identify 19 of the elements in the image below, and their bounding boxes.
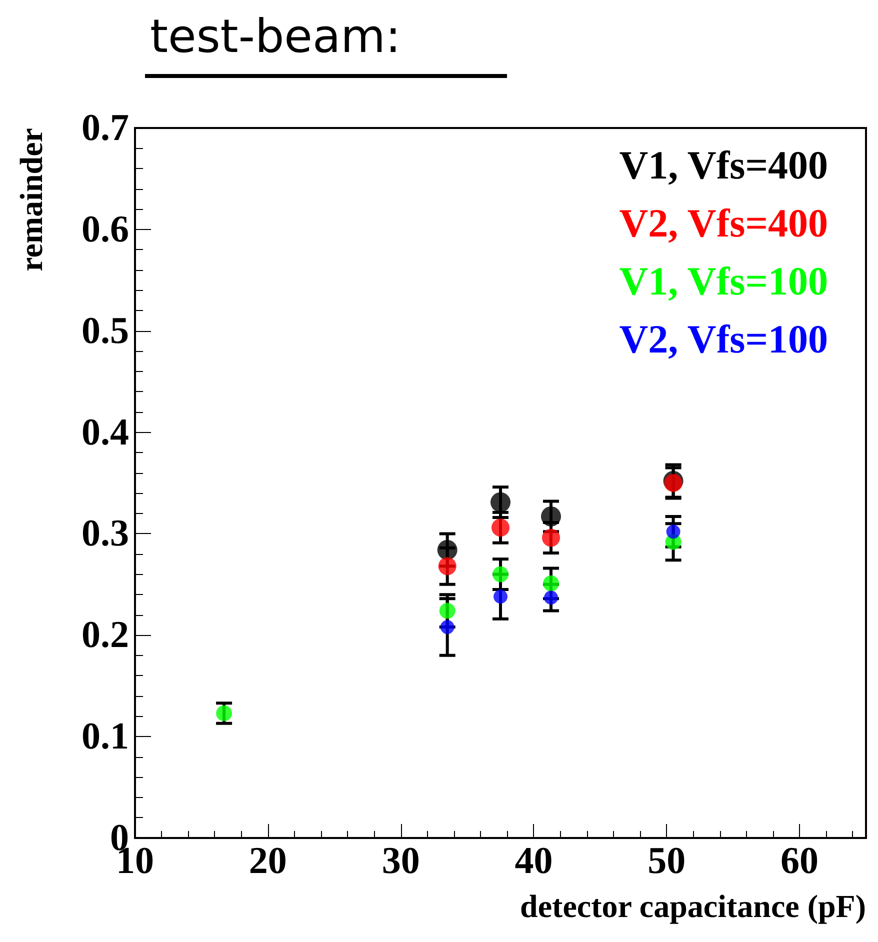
x-tick-label: 60 bbox=[780, 840, 819, 882]
x-axis-title: detector capacitance (pF) bbox=[520, 888, 866, 924]
y-tick-label: 0.5 bbox=[82, 310, 129, 352]
x-tick-label: 30 bbox=[382, 840, 420, 882]
y-tick-label: 0.1 bbox=[82, 716, 129, 758]
y-tick-label: 0.3 bbox=[82, 512, 129, 555]
y-axis-title: remainder bbox=[13, 128, 49, 272]
y-tick-label: 0.7 bbox=[82, 107, 129, 149]
y-tick-label: 0.2 bbox=[82, 614, 129, 656]
chart-title: test-beam: bbox=[150, 9, 401, 63]
y-tick-label: 0.6 bbox=[82, 208, 129, 250]
text: V2, Vfs=100 bbox=[619, 316, 828, 362]
text: V1, Vfs=400 bbox=[619, 142, 828, 188]
y-tick-label: 0.4 bbox=[82, 411, 129, 454]
x-tick-label: 20 bbox=[248, 840, 287, 882]
text: V2, Vfs=400 bbox=[619, 200, 828, 246]
x-tick-label: 40 bbox=[514, 840, 553, 882]
x-tick-label: 50 bbox=[648, 840, 686, 882]
text: V1, Vfs=100 bbox=[619, 258, 828, 304]
